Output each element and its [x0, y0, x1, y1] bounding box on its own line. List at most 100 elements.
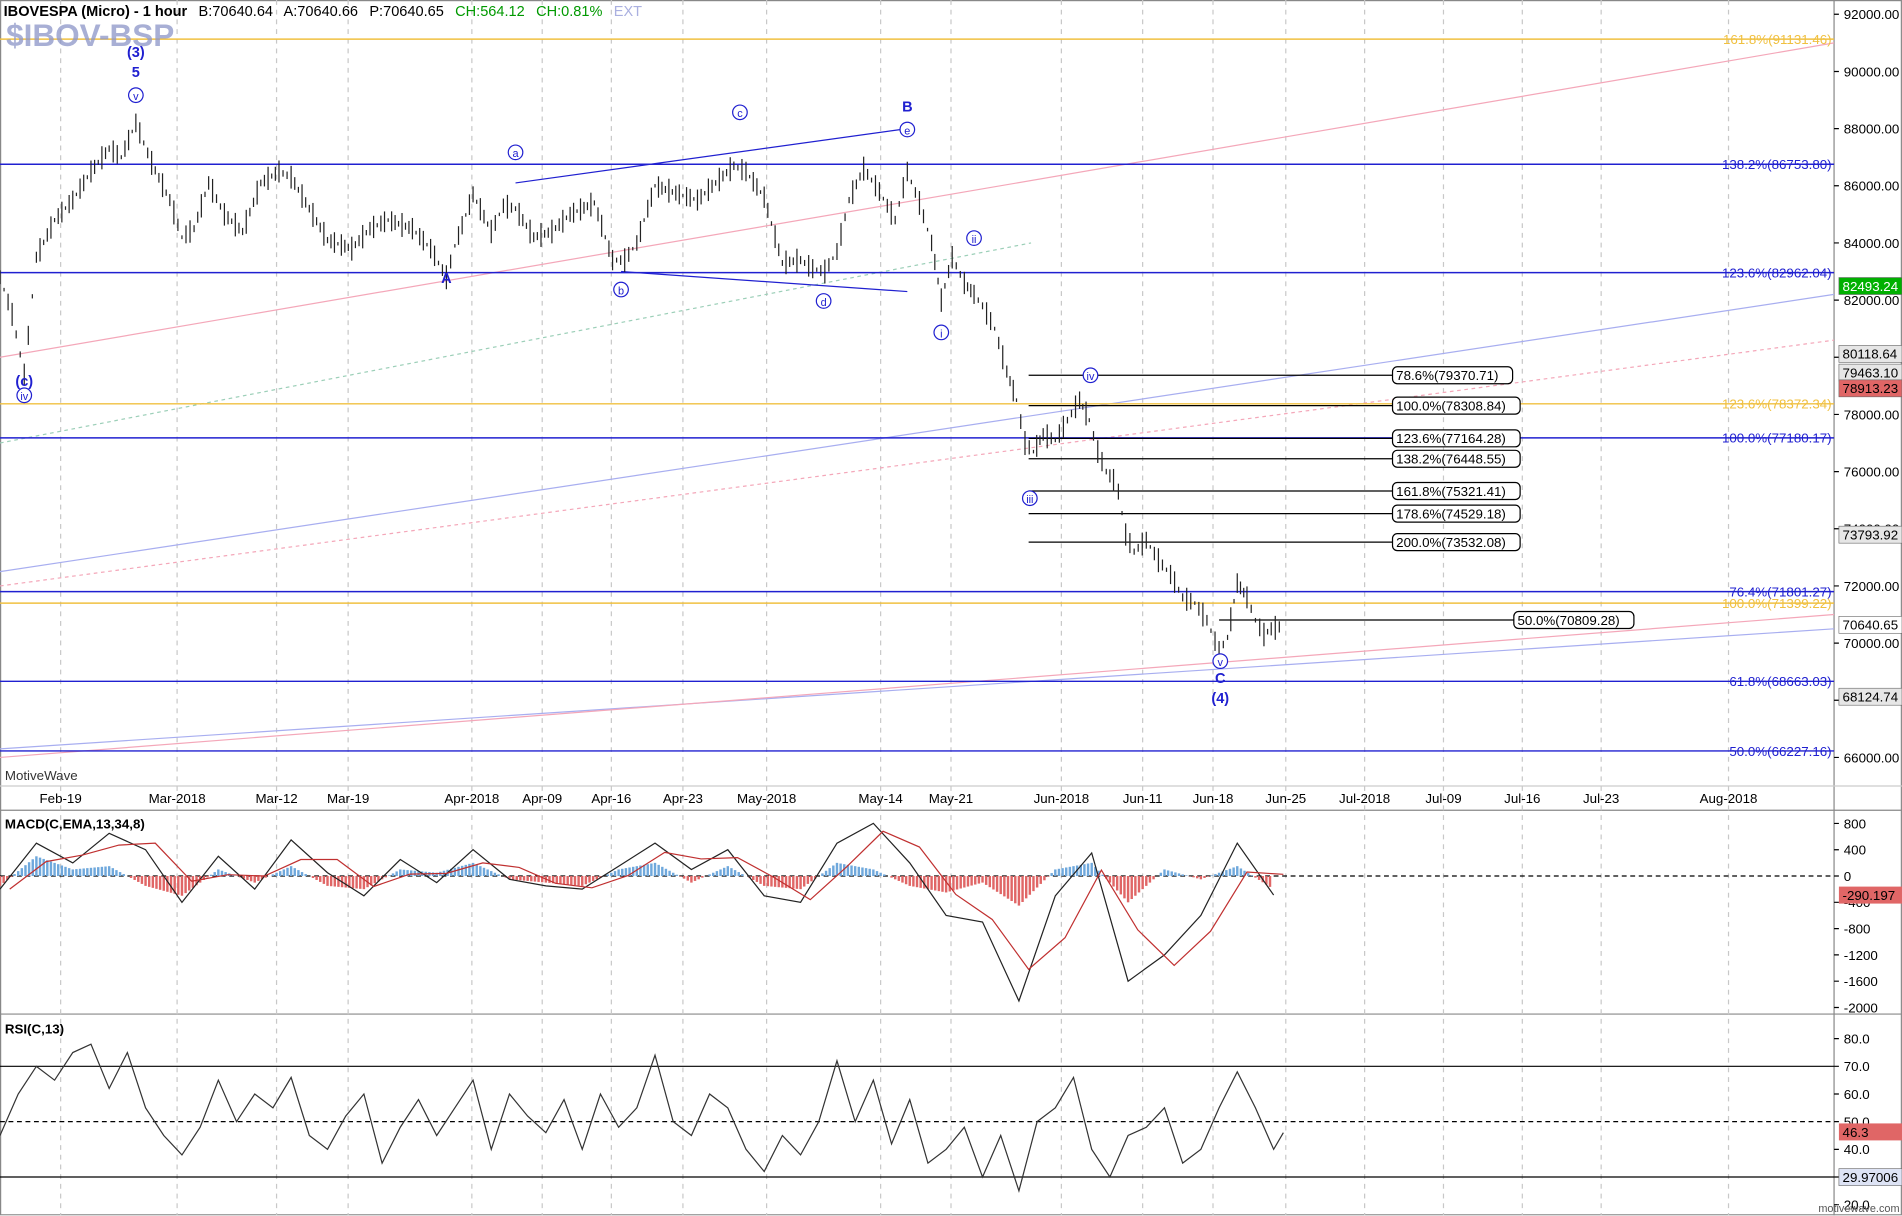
wave-label: ii [972, 234, 977, 246]
x-tick-label: May-14 [858, 791, 903, 806]
triangle-lower-line [621, 270, 908, 293]
wave-label: B [902, 99, 913, 115]
macd-y-tick-label: 400 [1844, 843, 1866, 858]
y-tick-label: 76000.00 [1844, 464, 1900, 479]
wave-label: a [512, 148, 519, 160]
wave-label-circle [1021, 490, 1038, 507]
x-tick-label: Jul-09 [1425, 791, 1461, 806]
rsi-y-tick-label: 60.0 [1844, 1087, 1870, 1102]
fib-projection-box [1391, 481, 1521, 501]
wave-label-circle [127, 87, 144, 104]
wave-label: b [618, 285, 624, 297]
wave-label-circle [1082, 367, 1099, 384]
y-tick-label: 90000.00 [1844, 64, 1900, 79]
x-tick-label: Apr-23 [663, 791, 703, 806]
x-tick-label: Apr-09 [522, 791, 562, 806]
price-tag-label: 79463.10 [1843, 365, 1899, 380]
fib-projection-label: 100.0%(78308.84) [1396, 398, 1506, 413]
fib-level-label: 61.8%(68663.03) [1729, 674, 1831, 689]
x-tick-label: Feb-19 [40, 791, 82, 806]
fib-level-label: 100.0%(71399.22) [1722, 596, 1832, 611]
wave-label: 5 [132, 65, 140, 81]
fib-level-label: 123.6%(82962.04) [1722, 265, 1832, 280]
trend-channel-line [0, 339, 1835, 587]
wave-label: e [904, 125, 910, 137]
rsi-line [0, 1043, 1284, 1193]
wave-label: iii [1026, 494, 1033, 506]
y-tick-label: 78000.00 [1844, 407, 1900, 422]
y-tick-label: 88000.00 [1844, 121, 1900, 136]
fib-projection-label: 50.0%(70809.28) [1517, 613, 1619, 628]
macd-y-tick-label: 800 [1844, 816, 1866, 831]
fib-level-label: 138.2%(86753.80) [1722, 157, 1832, 172]
change-pct-value: CH:0.81% [536, 2, 603, 20]
wave-label: d [821, 297, 827, 309]
wave-label-circle [507, 144, 524, 161]
y-tick-label: 70000.00 [1844, 636, 1900, 651]
macd-line [0, 822, 1275, 1003]
change-value: CH:564.12 [455, 2, 525, 20]
fib-level-label: 50.0%(66227.16) [1729, 744, 1831, 759]
rsi-y-tick-label: 20.0 [1844, 1198, 1870, 1213]
watermark-label: motivewave.com [1818, 1203, 1899, 1215]
rsi-y-tick-label: 40.0 [1844, 1142, 1870, 1157]
rsi-y-tick-label: 80.0 [1844, 1031, 1870, 1046]
fib-projection-label: 123.6%(77164.28) [1396, 431, 1506, 446]
wave-label: iv [1087, 371, 1095, 383]
wave-label: A [441, 271, 452, 287]
price-tag-label: 80118.64 [1843, 347, 1898, 362]
y-tick-label: 92000.00 [1844, 7, 1900, 22]
wave-label: i [940, 328, 942, 340]
macd-y-tick-label: -800 [1844, 921, 1871, 936]
price-value: P:70640.65 [369, 2, 444, 20]
y-tick-label: 72000.00 [1844, 579, 1900, 594]
x-tick-label: Mar-2018 [149, 791, 206, 806]
wave-label: (3) [127, 45, 145, 61]
y-tick-label: 84000.00 [1844, 236, 1900, 251]
trend-channel-line [0, 293, 1835, 573]
price-tag-label: 68124.74 [1843, 690, 1899, 705]
chart-header: IBOVESPA (Micro) - 1 hour B:70640.64 A:7… [4, 2, 650, 19]
x-tick-label: Apr-2018 [444, 791, 499, 806]
x-tick-label: Jun-11 [1123, 791, 1163, 806]
wave-label-circle [966, 230, 982, 246]
x-tick-label: Aug-2018 [1700, 791, 1758, 806]
wave-label-circle [933, 324, 950, 341]
fib-projection-label: 178.6%(74529.18) [1396, 507, 1506, 522]
fib-projection-box [1391, 366, 1514, 385]
wave-label-circle [815, 293, 832, 309]
x-tick-label: Jul-2018 [1339, 791, 1390, 806]
x-tick-label: Apr-16 [591, 791, 631, 806]
fib-projection-box [1391, 533, 1521, 552]
price-tag-label: 70640.65 [1843, 618, 1899, 633]
wave-label: (4) [1211, 691, 1229, 707]
wave-label-circle [1212, 653, 1229, 670]
macd-value-label: -290.197 [1843, 888, 1896, 903]
fib-projection-label: 200.0%(73532.08) [1396, 535, 1506, 550]
rsi-value-tag [1838, 1123, 1902, 1141]
macd-y-tick-label: 0 [1844, 869, 1851, 884]
macd-y-tick-label: -1200 [1844, 948, 1878, 963]
rsi-title: RSI(C,13) [5, 1021, 64, 1036]
wave-label-circle [613, 281, 629, 298]
rsi-y-tick-label: 70.0 [1844, 1059, 1870, 1074]
macd-signal-line [9, 830, 1284, 971]
fib-projection-label: 78.6%(79370.71) [1396, 368, 1498, 383]
x-tick-label: Jul-16 [1504, 791, 1540, 806]
brand-label: MotiveWave [5, 768, 78, 783]
symbol-watermark: $IBOV-BSP [6, 16, 175, 54]
moving-average-line [0, 242, 1032, 444]
wave-label: (c) [15, 374, 33, 390]
wave-label: iv [20, 391, 28, 403]
y-tick-label: 82000.00 [1844, 293, 1900, 308]
price-tag-label: 78913.23 [1843, 381, 1899, 396]
fib-projection-label: 161.8%(75321.41) [1396, 484, 1506, 499]
y-tick-label: 86000.00 [1844, 179, 1900, 194]
instrument-title: IBOVESPA (Micro) - 1 hour [3, 2, 188, 20]
wave-label: C [1215, 671, 1226, 687]
x-tick-label: Jun-25 [1265, 791, 1306, 806]
wave-label-circle [16, 387, 33, 404]
price-tag-label: 82493.24 [1843, 279, 1899, 294]
wave-label-circle [899, 121, 916, 138]
macd-y-tick-label: -1600 [1844, 974, 1878, 989]
